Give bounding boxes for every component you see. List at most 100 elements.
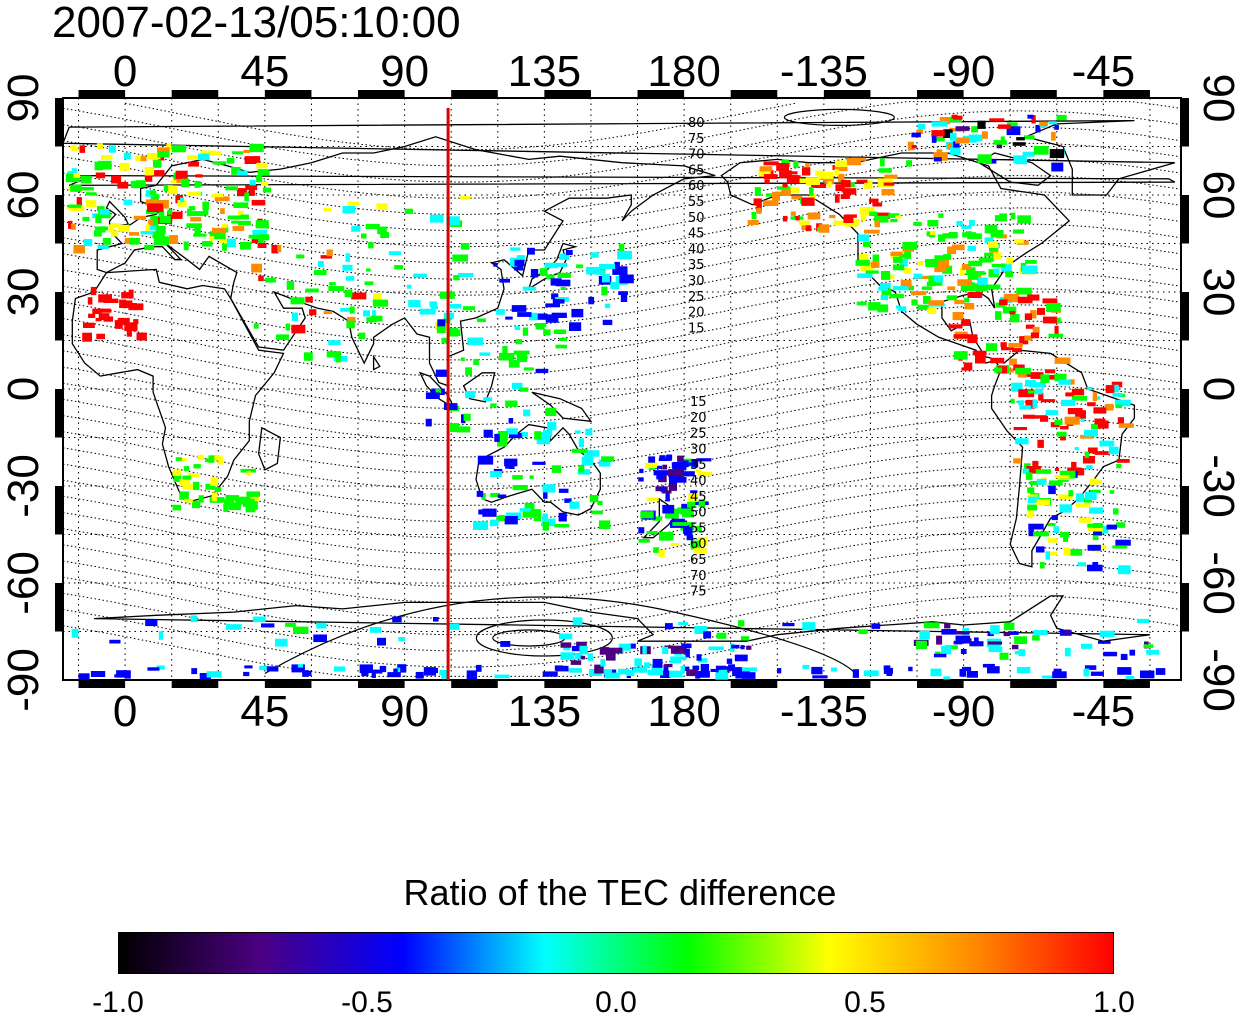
tec-patch	[123, 152, 131, 160]
tec-patch	[211, 193, 224, 198]
tec-patch	[1019, 405, 1032, 410]
tec-patch	[1136, 618, 1150, 624]
tec-patch	[261, 181, 269, 186]
tec-patch	[900, 280, 912, 289]
tec-patch	[881, 189, 895, 196]
tec-patch	[397, 664, 407, 673]
tec-patch	[652, 516, 663, 521]
tec-patch	[359, 664, 373, 674]
tec-patch	[798, 220, 811, 225]
tec-patch	[599, 264, 615, 269]
tec-patch	[536, 435, 551, 445]
tec-patch	[167, 209, 173, 215]
tec-patch	[695, 526, 702, 533]
tec-patch	[150, 215, 164, 221]
tec-patch	[952, 312, 964, 321]
tec-patch	[889, 293, 904, 299]
tec-patch	[293, 626, 309, 634]
tec-patch	[565, 250, 573, 255]
lat-tick-left: 0	[0, 377, 48, 401]
tec-patch	[153, 236, 170, 245]
tec-patch	[917, 304, 930, 310]
tec-patch	[899, 253, 906, 258]
contour-label: 35	[690, 458, 707, 473]
tec-patch	[320, 255, 333, 259]
contour-label: 50	[690, 506, 707, 521]
contour-line	[62, 126, 1182, 199]
tec-patch	[345, 253, 351, 262]
tec-patch	[1094, 451, 1109, 455]
tec-patch	[186, 223, 202, 228]
tec-patch	[943, 676, 951, 680]
tec-patch	[109, 145, 116, 153]
tec-patch	[947, 286, 956, 291]
tec-patch	[1092, 392, 1098, 401]
tec-patch	[1037, 307, 1045, 315]
tec-patch	[1033, 630, 1048, 635]
frame-tick-bar	[1103, 680, 1150, 688]
tec-patch	[997, 124, 1011, 129]
tec-patch	[950, 132, 957, 141]
tec-patch	[558, 488, 569, 493]
tec-patch	[941, 646, 952, 655]
tec-patch	[187, 155, 201, 160]
tec-patch	[934, 258, 949, 267]
tec-patch	[943, 254, 952, 260]
tec-patch	[946, 295, 957, 301]
tec-patch	[690, 490, 698, 496]
tec-patch	[975, 355, 986, 364]
tec-patch	[191, 668, 198, 675]
tec-patch	[179, 479, 190, 487]
tec-patch	[640, 511, 654, 519]
tec-patch	[535, 368, 549, 374]
tec-patch	[68, 220, 73, 229]
tec-patch	[237, 210, 244, 218]
frame-tick-bar	[730, 680, 778, 688]
contour-label: 15	[688, 321, 705, 336]
tec-patch	[916, 129, 924, 135]
tec-patch	[696, 458, 712, 462]
tec-patch	[156, 665, 165, 670]
tec-patch	[1053, 526, 1060, 533]
tec-patch	[791, 195, 803, 200]
tec-patch	[1042, 675, 1054, 679]
tec-patch	[68, 204, 81, 208]
tec-patch	[741, 672, 756, 679]
tec-patch	[1113, 508, 1119, 515]
tec-patch	[1027, 114, 1034, 119]
tec-patch	[372, 310, 377, 318]
tec-patch	[883, 182, 895, 186]
tec-patch	[1086, 465, 1093, 469]
tec-patch	[597, 500, 603, 506]
tec-patch	[827, 181, 832, 188]
tec-patch	[860, 215, 867, 221]
tec-patch	[934, 157, 942, 162]
tec-patch	[435, 369, 450, 377]
tec-patch	[955, 126, 970, 131]
tec-patch	[1003, 293, 1020, 303]
frame-tick-bar	[78, 680, 126, 688]
tec-patch	[152, 231, 165, 239]
tec-patch	[687, 501, 696, 508]
tec-patch	[258, 234, 270, 241]
tec-patch	[247, 494, 260, 502]
tec-patch	[387, 672, 401, 678]
frame-tick-bar	[1181, 98, 1189, 147]
tec-patch	[1067, 549, 1083, 556]
tec-patch	[545, 407, 557, 417]
tec-patch	[1013, 229, 1025, 234]
tec-patch	[1098, 640, 1111, 644]
tec-patch	[931, 282, 943, 286]
tec-patch	[1068, 490, 1074, 497]
tec-patch	[913, 221, 922, 226]
tec-patch	[71, 168, 77, 175]
tec-patch	[653, 547, 660, 553]
contour-label: 15	[690, 395, 707, 410]
tec-patch	[978, 257, 992, 263]
tec-patch	[930, 231, 936, 235]
tec-patch	[291, 324, 306, 334]
tec-patch	[856, 179, 868, 183]
tec-patch	[911, 299, 918, 306]
tec-patch	[529, 475, 534, 479]
contour-line	[62, 272, 1182, 345]
